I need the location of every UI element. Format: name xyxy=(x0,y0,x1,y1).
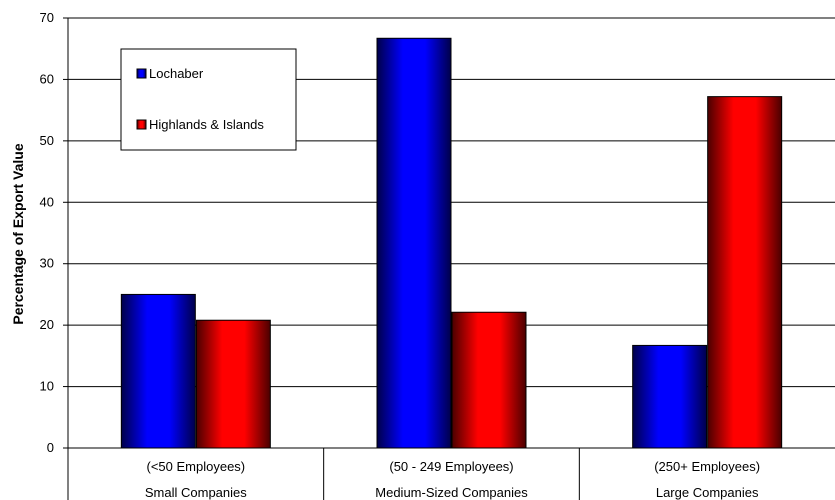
category-label-size: (250+ Employees) xyxy=(654,459,760,474)
y-tick-label: 30 xyxy=(40,256,54,271)
category-label-size: (50 - 249 Employees) xyxy=(389,459,513,474)
legend-label: Lochaber xyxy=(149,66,204,81)
bar-lochaber xyxy=(632,344,708,449)
y-tick-label: 0 xyxy=(47,440,54,455)
category-labels: (<50 Employees) Small Companies (50 - 249 … xyxy=(145,459,760,500)
bar-lochaber xyxy=(120,293,196,449)
y-tick-label: 40 xyxy=(40,194,54,209)
legend-swatch xyxy=(136,119,147,130)
legend: Lochaber Highlands & Islands xyxy=(120,48,297,151)
bars xyxy=(120,37,783,449)
bar-highlands-islands xyxy=(451,311,527,449)
y-axis-title: Percentage of Export Value xyxy=(10,143,26,324)
bar-lochaber xyxy=(376,37,452,449)
y-tick-label: 70 xyxy=(40,10,54,25)
bar-highlands-islands xyxy=(195,319,271,449)
category-label-name: Small Companies xyxy=(145,485,247,500)
category-label-size: (<50 Employees) xyxy=(147,459,246,474)
legend-swatch xyxy=(136,68,147,79)
y-tick-label: 20 xyxy=(40,317,54,332)
bar-highlands-islands xyxy=(707,96,783,449)
legend-label: Highlands & Islands xyxy=(149,117,264,132)
y-tick-label: 60 xyxy=(40,71,54,86)
y-tick-label: 10 xyxy=(40,379,54,394)
y-tick-labels: 0 10 20 30 40 50 60 70 xyxy=(40,10,54,455)
category-label-name: Large Companies xyxy=(656,485,759,500)
legend-box xyxy=(120,48,297,151)
y-tick-label: 50 xyxy=(40,133,54,148)
axes xyxy=(63,17,835,500)
category-label-name: Medium-Sized Companies xyxy=(375,485,528,500)
